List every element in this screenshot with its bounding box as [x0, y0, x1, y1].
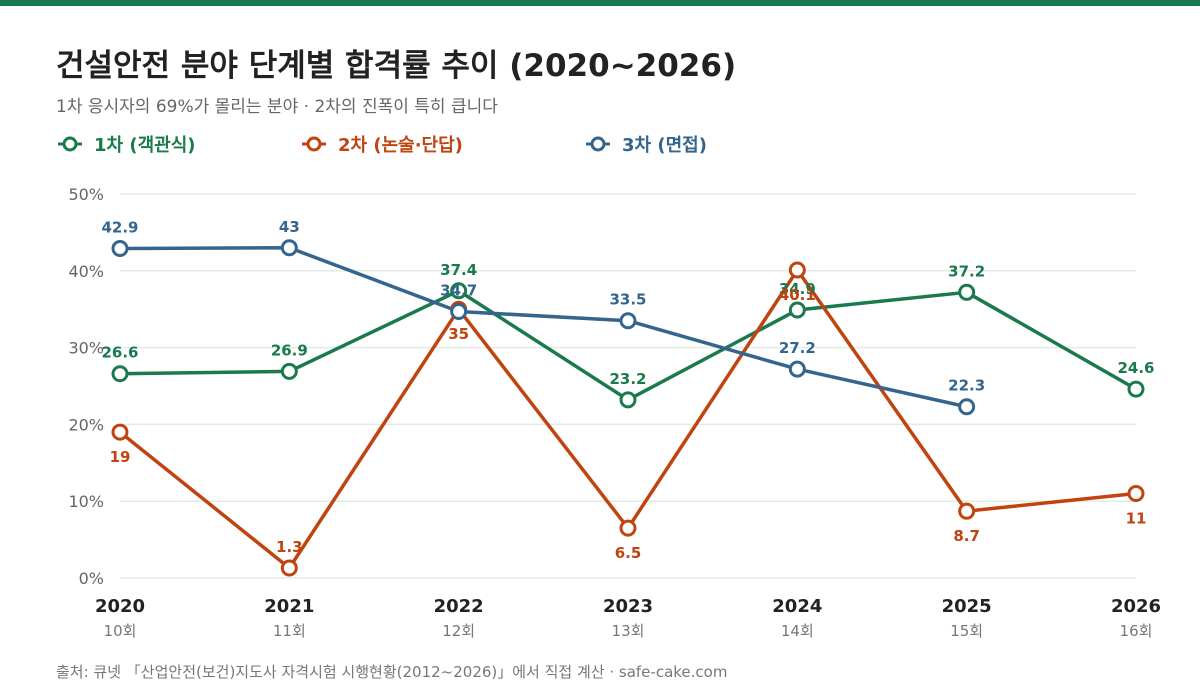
data-label: 34.7 [440, 282, 477, 300]
y-tick-label: 0% [79, 569, 104, 588]
data-label: 26.6 [101, 344, 138, 362]
data-point[interactable] [619, 519, 637, 537]
legend-marker-icon [58, 136, 82, 152]
y-tick-label: 50% [68, 185, 104, 204]
x-tick-label: 2021 [264, 596, 314, 617]
x-tick-label: 2024 [772, 596, 822, 617]
data-point[interactable] [1127, 485, 1145, 503]
x-tick-label: 2025 [942, 596, 992, 617]
source-note: 출처: 큐넷 「산업안전(보건)지도사 자격시험 시행현황(2012~2026)… [56, 663, 728, 681]
x-tick-sublabel: 13회 [612, 622, 645, 640]
legend-item-series-3[interactable]: 3차 (면접) [584, 131, 707, 157]
legend-item-series-2[interactable]: 2차 (논술·단답) [300, 131, 463, 157]
legend-label-series-3: 3차 (면접) [622, 135, 707, 156]
legend-marker-icon [302, 136, 326, 152]
data-point[interactable] [280, 362, 298, 380]
data-label: 19 [110, 448, 131, 466]
data-label: 33.5 [609, 291, 646, 309]
data-label: 42.9 [101, 219, 138, 237]
x-tick-sublabel: 15회 [950, 622, 983, 640]
data-label: 35 [448, 325, 469, 343]
data-point[interactable] [111, 365, 129, 383]
x-tick-sublabel: 16회 [1120, 622, 1153, 640]
x-tick-label: 2020 [95, 596, 145, 617]
data-label: 43 [279, 218, 300, 236]
data-point[interactable] [1127, 380, 1145, 398]
data-label: 23.2 [609, 370, 646, 388]
y-tick-label: 40% [68, 262, 104, 281]
data-label: 6.5 [615, 544, 642, 562]
x-tick-sublabel: 12회 [442, 622, 475, 640]
x-tick-label: 2022 [434, 596, 484, 617]
grid-layer [120, 193, 1136, 579]
legend-item-series-1[interactable]: 1차 (객관식) [56, 131, 195, 157]
data-point[interactable] [958, 502, 976, 520]
data-label: 11 [1126, 510, 1147, 528]
x-tick-sublabel: 11회 [273, 622, 306, 640]
x-tick-sublabel: 10회 [104, 622, 137, 640]
data-point[interactable] [450, 303, 468, 321]
data-labels: 26.6 26.9 37.4 23.2 34.9 37.2 24.6 19 1.3 35 6.5 40… [101, 218, 1154, 562]
legend-label-series-1: 1차 (객관식) [94, 135, 196, 156]
data-label: 1.3 [276, 538, 303, 556]
data-point[interactable] [788, 301, 806, 319]
legend-marker-icon [586, 136, 610, 152]
top-accent-bar [0, 0, 1200, 6]
data-label: 26.9 [271, 341, 308, 359]
data-point[interactable] [619, 391, 637, 409]
data-point[interactable] [450, 282, 468, 300]
data-label: 40.1 [779, 286, 816, 304]
chart-title: 건설안전 분야 단계별 합격률 추이 (2020~2026) [56, 48, 737, 84]
data-label: 24.6 [1117, 359, 1154, 377]
x-tick-label: 2023 [603, 596, 653, 617]
data-label: 37.4 [440, 261, 477, 279]
data-point[interactable] [958, 283, 976, 301]
y-tick-label: 30% [68, 339, 104, 358]
data-point[interactable] [280, 559, 298, 577]
data-point[interactable] [788, 261, 806, 279]
axis-labels: 0% 10% 20% 30% 40% 50% 2020 10회 2021 11회 2022 12회 20… [68, 185, 1161, 640]
data-point[interactable] [788, 360, 806, 378]
data-label: 34.9 [779, 280, 816, 298]
series-line-3 [118, 246, 969, 409]
data-point[interactable] [111, 240, 129, 258]
data-point[interactable] [280, 239, 298, 257]
legend: 1차 (객관식) 2차 (논술·단답) 3차 (면접) [56, 131, 1156, 159]
legend-label-series-2: 2차 (논술·단답) [338, 135, 463, 156]
data-points [111, 239, 1145, 577]
data-point[interactable] [958, 398, 976, 416]
data-point[interactable] [619, 312, 637, 330]
x-tick-label: 2026 [1111, 596, 1161, 617]
data-label: 22.3 [948, 377, 985, 395]
x-tick-sublabel: 14회 [781, 622, 814, 640]
data-label: 8.7 [953, 527, 980, 545]
data-label: 37.2 [948, 262, 985, 280]
y-tick-label: 10% [68, 492, 104, 511]
data-label: 27.2 [779, 339, 816, 357]
chart-subtitle: 1차 응시자의 69%가 몰리는 분야 · 2차의 진폭이 특히 큽니다 [56, 97, 498, 117]
data-point[interactable] [111, 423, 129, 441]
y-tick-label: 20% [68, 415, 104, 434]
